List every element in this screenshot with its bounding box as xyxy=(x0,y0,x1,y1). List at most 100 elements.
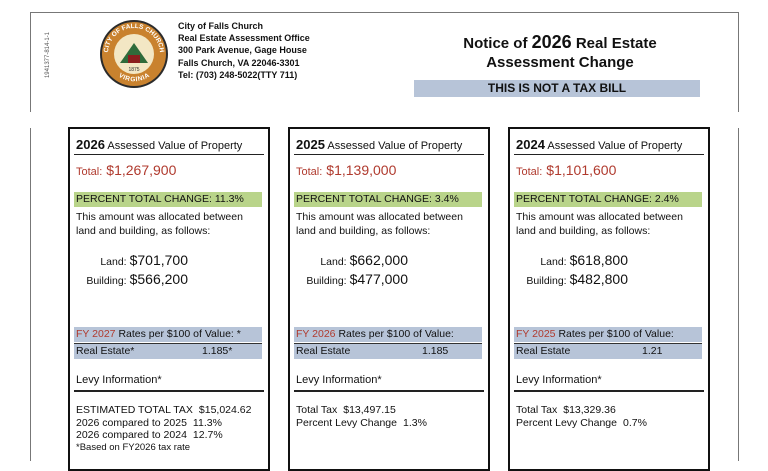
page: 1941377-814-1-1 CITY OF FALLS CHURCH VIR… xyxy=(30,12,739,471)
real-estate-label: Real Estate* xyxy=(76,345,135,357)
real-estate-rate-row: Real Estate 1.21 xyxy=(514,343,702,359)
allocation-text: This amount was allocated between land an… xyxy=(76,210,243,238)
not-tax-bill-banner: THIS IS NOT A TAX BILL xyxy=(414,80,700,97)
building-row: Building: $482,800 xyxy=(510,271,628,290)
building-row: Building: $566,200 xyxy=(70,271,188,290)
total-value: $1,139,000 xyxy=(326,162,397,178)
rates-text: Rates per $100 of Value: * xyxy=(118,328,241,340)
percent-change: PERCENT TOTAL CHANGE: 11.3% xyxy=(74,192,262,207)
rates-fy: FY 2025 xyxy=(516,328,556,340)
land-label: Land: xyxy=(100,256,127,268)
assessment-panel: 2024 Assessed Value of Property Total: $1,… xyxy=(508,127,710,471)
total-label: Total: xyxy=(516,166,543,178)
city-seal: CITY OF FALLS CHURCH VIRGINIA 1875 xyxy=(100,20,168,88)
levy-line: Percent Levy Change 1.3% xyxy=(296,417,427,430)
seal-bottom-text: VIRGINIA xyxy=(117,72,151,83)
land-label: Land: xyxy=(320,256,347,268)
panel-heading: 2025 Assessed Value of Property xyxy=(296,137,462,152)
panel-heading: 2024 Assessed Value of Property xyxy=(516,137,682,152)
real-estate-rate: 1.185 xyxy=(422,345,449,357)
panel-heading-text: Assessed Value of Property xyxy=(107,140,243,152)
levy-value: $15,024.62 xyxy=(198,404,252,416)
levy-heading: Levy Information* xyxy=(76,374,162,386)
title-line: Assessment Change xyxy=(486,54,634,71)
levy-line: Percent Levy Change 0.7% xyxy=(516,417,647,430)
frame-line xyxy=(738,128,739,461)
levy-line: Total Tax $13,497.15 xyxy=(296,404,427,417)
levy-value: 11.3% xyxy=(192,416,222,429)
levy-heading: Levy Information* xyxy=(516,374,602,386)
levy-line: 2026 compared to 2025 11.3% xyxy=(76,417,251,430)
allocation-line: land and building, as follows: xyxy=(516,225,651,237)
levy-value: 1.3% xyxy=(402,416,427,429)
panel-year: 2025 xyxy=(296,137,325,152)
land-row: Land: $618,800 xyxy=(510,252,628,271)
panel-heading-text: Assessed Value of Property xyxy=(327,140,463,152)
levy-line: Total Tax $13,329.36 xyxy=(516,404,647,417)
total-value: $1,101,600 xyxy=(546,162,617,178)
land-row: Land: $701,700 xyxy=(70,252,188,271)
rates-text: Rates per $100 of Value: xyxy=(558,328,674,340)
value-block: Land: $701,700 Building: $566,200 xyxy=(70,252,188,290)
total-value: $1,267,900 xyxy=(106,162,177,178)
real-estate-rate: 1.185* xyxy=(202,345,233,357)
title-suffix: Real Estate xyxy=(575,35,657,52)
land-row: Land: $662,000 xyxy=(290,252,408,271)
allocation-line: land and building, as follows: xyxy=(296,225,431,237)
frame-line xyxy=(738,12,739,112)
levy-label: Percent Levy Change xyxy=(296,416,397,429)
title-year: 2026 xyxy=(531,32,572,52)
levy-value: 12.7% xyxy=(192,429,223,441)
levy-lines: ESTIMATED TOTAL TAX $15,024.62 2026 compar… xyxy=(76,404,251,454)
percent-change: PERCENT TOTAL CHANGE: 3.4% xyxy=(294,192,482,207)
frame-line xyxy=(30,12,738,13)
panel-heading-text: Assessed Value of Property xyxy=(547,140,683,152)
allocation-text: This amount was allocated between land an… xyxy=(516,210,683,238)
office-address: City of Falls Church Real Estate Assessme… xyxy=(178,20,310,81)
total-label: Total: xyxy=(296,166,323,178)
levy-value: 0.7% xyxy=(622,416,647,429)
panel-year: 2024 xyxy=(516,137,545,152)
frame-line xyxy=(30,12,31,112)
rates-fy: FY 2027 xyxy=(76,328,116,340)
rates-header: FY 2027 Rates per $100 of Value: * xyxy=(74,327,262,342)
allocation-line: This amount was allocated between xyxy=(296,211,463,223)
assessment-panel: 2026 Assessed Value of Property Total: $1,… xyxy=(68,127,270,471)
panel-year: 2026 xyxy=(76,137,105,152)
side-code: 1941377-814-1-1 xyxy=(45,31,51,79)
title-prefix: Notice of xyxy=(463,35,528,52)
value-block: Land: $618,800 Building: $482,800 xyxy=(510,252,628,290)
levy-label: Total Tax xyxy=(296,404,338,416)
assessment-panel: 2025 Assessed Value of Property Total: $1,… xyxy=(288,127,490,471)
rates-header: FY 2026 Rates per $100 of Value: xyxy=(294,327,482,342)
office-line: Real Estate Assessment Office xyxy=(178,33,310,44)
allocation-line: land and building, as follows: xyxy=(76,225,211,237)
office-line: 300 Park Avenue, Gage House xyxy=(178,45,307,56)
allocation-text: This amount was allocated between land an… xyxy=(296,210,463,238)
rates-fy: FY 2026 xyxy=(296,328,336,340)
real-estate-label: Real Estate xyxy=(516,345,571,357)
rates-header: FY 2025 Rates per $100 of Value: xyxy=(514,327,702,342)
seal-bottom-path: VIRGINIA xyxy=(117,72,151,83)
real-estate-label: Real Estate xyxy=(296,345,351,357)
value-block: Land: $662,000 Building: $477,000 xyxy=(290,252,408,290)
office-line: Tel: (703) 248-5022(TTY 711) xyxy=(178,69,298,80)
real-estate-rate-row: Real Estate* 1.185* xyxy=(74,343,262,359)
title-line: Notice of 2026 Real Estate xyxy=(420,33,700,53)
rule xyxy=(74,390,264,392)
levy-heading: Levy Information* xyxy=(296,374,382,386)
office-line: City of Falls Church xyxy=(178,21,264,31)
total-line: Total: $1,101,600 xyxy=(516,162,616,178)
rule xyxy=(514,390,704,392)
levy-value: $13,497.15 xyxy=(343,404,396,416)
rates-text: Rates per $100 of Value: xyxy=(338,328,454,340)
real-estate-rate: 1.21 xyxy=(642,345,663,357)
real-estate-rate-row: Real Estate 1.185 xyxy=(294,343,482,359)
land-label: Land: xyxy=(540,256,567,268)
rule xyxy=(74,154,264,155)
levy-note: *Based on FY2026 tax rate xyxy=(76,441,191,453)
total-line: Total: $1,267,900 xyxy=(76,162,176,178)
total-label: Total: xyxy=(76,166,103,178)
levy-label: 2026 compared to 2025 xyxy=(76,416,187,429)
land-value: $618,800 xyxy=(569,252,628,268)
